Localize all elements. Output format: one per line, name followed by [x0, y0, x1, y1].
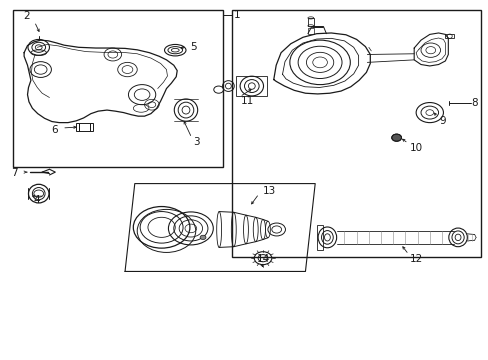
Text: 9: 9: [439, 116, 445, 126]
Text: 8: 8: [470, 98, 477, 108]
Text: 7: 7: [11, 168, 18, 178]
Text: 5: 5: [189, 42, 196, 52]
Text: 6: 6: [51, 125, 58, 135]
Text: 4: 4: [34, 195, 41, 205]
Bar: [307, 18, 313, 26]
Circle shape: [200, 235, 205, 239]
Bar: [307, 28, 313, 34]
Text: 1: 1: [233, 10, 240, 20]
Bar: [236, 76, 267, 96]
Bar: [76, 123, 79, 131]
Bar: [316, 225, 322, 250]
Text: 13: 13: [263, 186, 276, 196]
Bar: [232, 10, 480, 257]
Text: 3: 3: [193, 138, 200, 147]
Bar: [90, 123, 93, 131]
Bar: [13, 10, 222, 167]
Text: 12: 12: [409, 254, 423, 264]
Bar: [79, 123, 90, 131]
Circle shape: [391, 134, 401, 141]
Text: 2: 2: [23, 11, 30, 21]
Text: 14: 14: [257, 254, 270, 264]
Text: 10: 10: [409, 143, 423, 153]
Bar: [445, 34, 453, 39]
Text: 11: 11: [241, 96, 254, 106]
